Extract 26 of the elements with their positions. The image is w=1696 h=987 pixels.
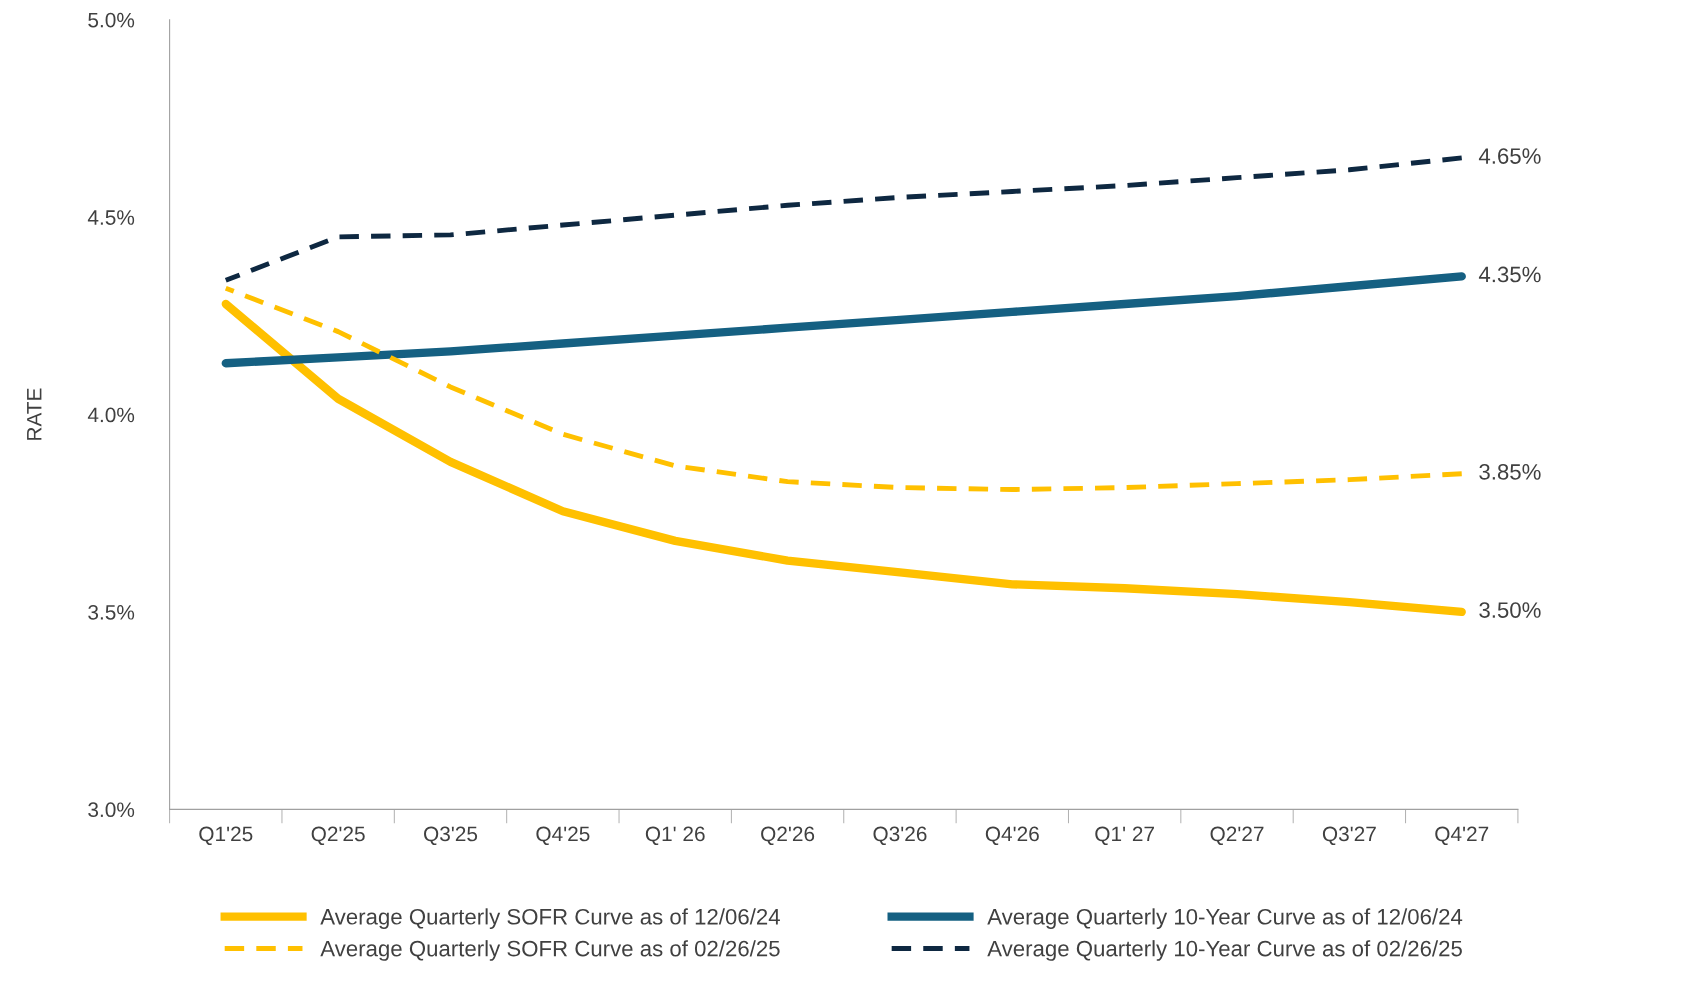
x-tick-label: Q2'26 <box>761 826 815 846</box>
y-tick-label: 5.0% <box>88 12 135 28</box>
y-tick-label: 4.5% <box>87 210 135 225</box>
legend-label: Average Quarterly 10-Year Curve as of 12/06/24 <box>987 908 1463 930</box>
annotation: 3.85% <box>1479 463 1541 480</box>
x-tick-label: Q4'27 <box>1435 826 1489 846</box>
legend-label: Average Quarterly SOFR Curve as of 12/06/24 <box>320 908 780 930</box>
y-tick-label: 3.5% <box>88 604 135 620</box>
x-tick-label: Q3'25 <box>424 826 478 846</box>
annotation: 3.50% <box>1479 602 1541 618</box>
x-tick-label: Q1'25 <box>199 826 253 846</box>
annotation: 4.35% <box>1478 266 1541 283</box>
x-tick-label: Q2'27 <box>1210 826 1264 846</box>
y-tick-label: 4.0% <box>87 407 135 423</box>
legend-label: Average Quarterly SOFR Curve as of 02/26/25 <box>320 940 780 961</box>
legend-label: Average Quarterly 10-Year Curve as of 02/26/25 <box>987 940 1462 961</box>
x-tick-label: Q1' 26 <box>645 826 705 846</box>
y-axis-title: RATE <box>27 388 42 440</box>
x-tick-label: Q2'25 <box>311 826 365 846</box>
x-tick-label: Q1' 27 <box>1095 826 1154 846</box>
x-tick-label: Q3'26 <box>873 826 927 846</box>
x-tick-label: Q4'25 <box>536 826 590 846</box>
x-tick-label: Q4'26 <box>985 826 1039 846</box>
y-tick-label: 3.0% <box>88 802 135 818</box>
annotation: 4.65% <box>1478 148 1541 164</box>
x-tick-label: Q3'27 <box>1322 826 1376 846</box>
